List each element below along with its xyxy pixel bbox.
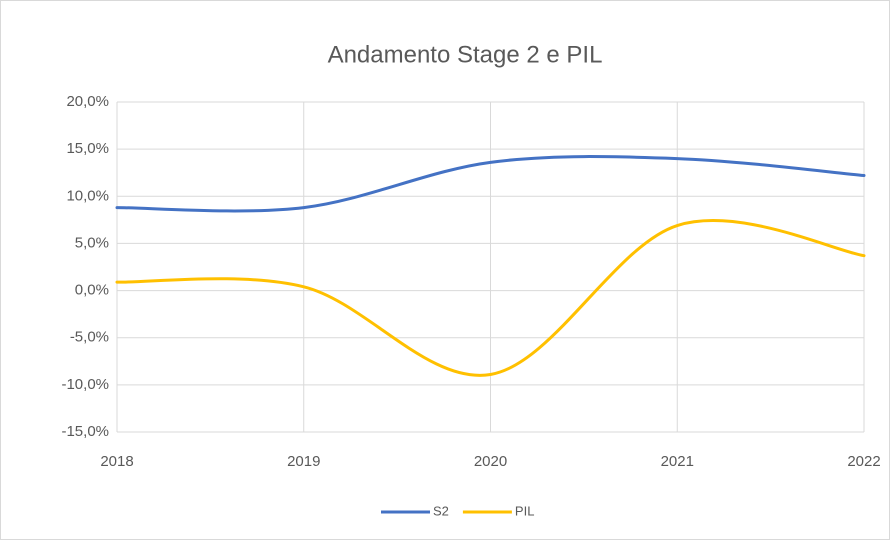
x-tick-label: 2020	[474, 453, 507, 470]
chart-title: Andamento Stage 2 e PIL	[328, 41, 603, 68]
x-tick-label: 2019	[287, 453, 320, 470]
y-tick-label: 5,0%	[75, 234, 109, 251]
y-tick-label: 10,0%	[66, 187, 109, 204]
x-tick-label: 2021	[661, 453, 694, 470]
line-series	[115, 219, 866, 377]
y-tick-label: -5,0%	[70, 329, 109, 346]
legend-label: PIL	[515, 503, 535, 518]
y-tick-label: 20,0%	[66, 93, 109, 110]
y-tick-label: -10,0%	[61, 376, 109, 393]
y-tick-label: 0,0%	[75, 282, 109, 299]
x-tick-label: 2022	[847, 453, 880, 470]
y-tick-label: 15,0%	[66, 140, 109, 157]
x-tick-label: 2018	[100, 453, 133, 470]
y-tick-label: -15,0%	[61, 423, 109, 440]
legend-label: S2	[433, 503, 449, 518]
line-series	[115, 155, 866, 213]
